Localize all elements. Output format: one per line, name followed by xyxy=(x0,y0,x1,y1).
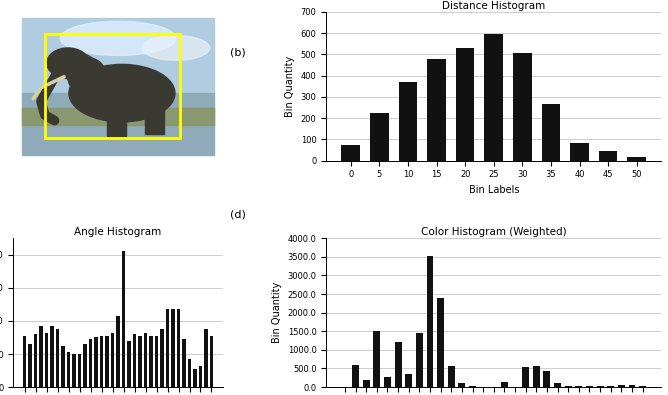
Bar xyxy=(427,256,434,387)
Bar xyxy=(501,382,508,387)
Bar xyxy=(210,336,213,387)
Title: Color Histogram (Weighted): Color Histogram (Weighted) xyxy=(421,228,566,237)
Bar xyxy=(72,354,76,387)
Bar xyxy=(597,386,604,387)
Bar xyxy=(177,309,180,387)
Bar xyxy=(448,365,455,387)
Bar xyxy=(50,326,54,387)
Bar xyxy=(370,113,389,161)
Bar xyxy=(149,336,153,387)
Ellipse shape xyxy=(47,48,89,78)
Bar xyxy=(171,309,175,387)
Bar xyxy=(100,336,104,387)
Bar xyxy=(22,18,214,93)
Bar xyxy=(122,252,126,387)
Bar xyxy=(599,151,617,161)
Bar xyxy=(395,342,401,387)
Bar xyxy=(144,333,148,387)
Bar xyxy=(106,103,126,135)
Bar xyxy=(56,329,59,387)
Bar xyxy=(45,34,180,138)
Bar xyxy=(618,385,625,387)
Bar xyxy=(155,336,158,387)
Title: Distance Histogram: Distance Histogram xyxy=(442,1,545,11)
Bar xyxy=(116,316,120,387)
Text: (b): (b) xyxy=(230,47,246,57)
Bar xyxy=(363,380,369,387)
Bar xyxy=(22,93,214,155)
Bar xyxy=(166,309,169,387)
Bar xyxy=(484,34,503,161)
Bar xyxy=(204,329,208,387)
Text: (d): (d) xyxy=(230,209,246,219)
Bar xyxy=(607,386,614,387)
Y-axis label: Bin Quantity: Bin Quantity xyxy=(285,56,295,117)
Bar xyxy=(28,344,32,387)
Bar xyxy=(373,331,380,387)
Bar xyxy=(456,48,474,161)
Bar xyxy=(84,344,87,387)
Bar xyxy=(23,336,27,387)
Bar xyxy=(45,333,48,387)
Bar xyxy=(61,346,65,387)
Ellipse shape xyxy=(69,64,175,122)
Bar xyxy=(639,386,646,387)
Bar xyxy=(416,333,423,387)
Bar xyxy=(533,366,540,387)
Bar xyxy=(544,371,550,387)
Bar xyxy=(542,104,560,161)
Bar xyxy=(629,385,635,387)
Bar xyxy=(513,53,532,161)
Bar xyxy=(145,104,164,134)
Bar xyxy=(67,352,70,387)
Title: Angle Histogram: Angle Histogram xyxy=(74,228,162,237)
Bar xyxy=(575,386,582,387)
Bar xyxy=(78,354,81,387)
Y-axis label: Bin Quantity: Bin Quantity xyxy=(272,282,282,343)
X-axis label: Bin Labels: Bin Labels xyxy=(468,185,519,195)
Bar xyxy=(111,333,114,387)
Bar xyxy=(188,359,191,387)
Bar xyxy=(182,339,186,387)
Ellipse shape xyxy=(68,58,106,96)
Bar xyxy=(106,336,109,387)
Bar xyxy=(94,337,98,387)
Bar xyxy=(627,156,646,161)
Bar xyxy=(399,82,418,161)
Ellipse shape xyxy=(62,53,97,84)
Bar xyxy=(89,339,92,387)
Bar xyxy=(428,58,446,161)
Bar xyxy=(198,366,202,387)
Bar xyxy=(564,386,572,387)
Bar xyxy=(586,386,593,387)
Bar xyxy=(405,374,412,387)
Bar xyxy=(352,365,359,387)
Bar xyxy=(160,329,164,387)
Bar xyxy=(133,334,136,387)
Bar xyxy=(128,341,131,387)
Bar xyxy=(193,369,197,387)
Bar xyxy=(458,383,466,387)
Bar xyxy=(39,326,43,387)
Bar xyxy=(138,336,142,387)
Bar xyxy=(469,386,476,387)
Ellipse shape xyxy=(60,21,176,55)
Bar xyxy=(341,145,360,161)
Bar xyxy=(437,299,444,387)
Bar xyxy=(570,143,589,161)
Bar xyxy=(384,377,391,387)
Bar xyxy=(554,384,561,387)
Bar xyxy=(522,367,529,387)
Bar xyxy=(22,108,214,125)
Ellipse shape xyxy=(142,36,210,60)
Bar xyxy=(34,334,37,387)
